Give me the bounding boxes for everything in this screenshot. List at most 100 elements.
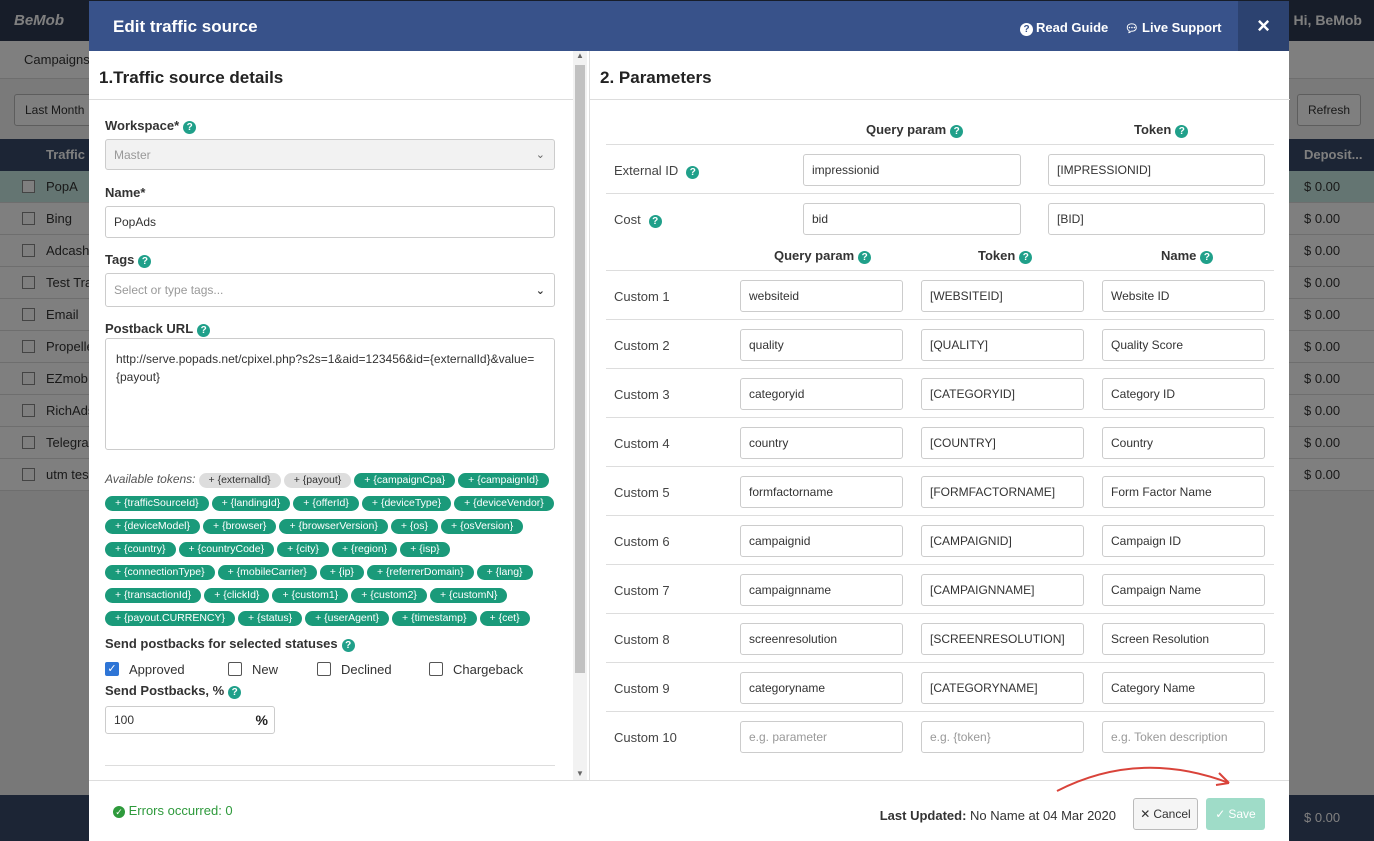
help-icon[interactable]: ? [1200, 251, 1214, 264]
left-scrollbar[interactable]: ▲ ▼ [573, 51, 587, 780]
token-chip[interactable]: + {customN} [429, 588, 508, 603]
token-chip[interactable]: + {deviceVendor} [454, 496, 554, 511]
postback-url-textarea[interactable]: http://serve.popads.net/cpixel.php?s2s=1… [105, 338, 555, 450]
name-input[interactable]: Campaign ID [1102, 525, 1265, 557]
statuses-label: Send postbacks for selected statuses? [105, 636, 355, 652]
token-input[interactable]: [CATEGORYNAME] [921, 672, 1084, 704]
token-input[interactable]: [CAMPAIGNID] [921, 525, 1084, 557]
help-icon[interactable]: ? [1175, 125, 1189, 138]
token-input[interactable]: [QUALITY] [921, 329, 1084, 361]
token-chip[interactable]: + {lang} [476, 565, 533, 580]
token-chip[interactable]: + {deviceModel} [105, 519, 201, 534]
token-chip[interactable]: + {landingId} [211, 496, 291, 511]
token-chip[interactable]: + {campaignCpa} [354, 473, 456, 488]
checkbox-icon[interactable] [228, 662, 242, 676]
token-chip[interactable]: + {clickId} [204, 588, 270, 603]
help-icon[interactable]: ? [228, 686, 242, 699]
query-param-input[interactable]: country [740, 427, 903, 459]
name-input[interactable]: Category Name [1102, 672, 1265, 704]
token-chip[interactable]: + {custom1} [272, 588, 349, 603]
help-icon[interactable]: ? [341, 639, 355, 652]
token-chip[interactable]: + {externalId} [198, 473, 281, 488]
token-chip[interactable]: + {os} [390, 519, 439, 534]
token-chip[interactable]: + {userAgent} [305, 611, 390, 626]
checkbox-icon[interactable] [429, 662, 443, 676]
token-chip[interactable]: + {payout} [283, 473, 352, 488]
help-icon[interactable]: ? [686, 166, 700, 179]
name-input[interactable]: Website ID [1102, 280, 1265, 312]
scroll-thumb[interactable] [575, 65, 585, 673]
token-input[interactable]: [CAMPAIGNNAME] [921, 574, 1084, 606]
token-chip[interactable]: + {osVersion} [441, 519, 524, 534]
query-param-input[interactable]: websiteid [740, 280, 903, 312]
tags-select[interactable]: Select or type tags... ⌄ [105, 273, 555, 307]
cancel-button[interactable]: ✕ Cancel [1133, 798, 1198, 830]
token-input[interactable]: [WEBSITEID] [921, 280, 1084, 312]
query-param-input[interactable]: impressionid [803, 154, 1021, 186]
query-param-input[interactable]: e.g. parameter [740, 721, 903, 753]
help-icon[interactable]: ? [1019, 251, 1033, 264]
close-icon[interactable]: × [1238, 1, 1289, 51]
token-input[interactable]: [COUNTRY] [921, 427, 1084, 459]
query-param-input[interactable]: campaignname [740, 574, 903, 606]
token-chip[interactable]: + {country} [105, 542, 176, 557]
token-chip[interactable]: + {city} [277, 542, 329, 557]
help-icon[interactable]: ? [858, 251, 872, 264]
token-chip[interactable]: + {ip} [319, 565, 364, 580]
query-param-input[interactable]: campaignid [740, 525, 903, 557]
token-chip[interactable]: + {timestamp} [392, 611, 477, 626]
name-input[interactable]: Screen Resolution [1102, 623, 1265, 655]
help-icon[interactable]: ? [197, 324, 211, 337]
name-input[interactable]: Campaign Name [1102, 574, 1265, 606]
token-chip[interactable]: + {transactionId} [105, 588, 202, 603]
token-input[interactable]: [IMPRESSIONID] [1048, 154, 1265, 186]
read-guide-link[interactable]: ? Read Guide [1020, 20, 1108, 36]
token-chip[interactable]: + {mobileCarrier} [217, 565, 317, 580]
scroll-down-icon[interactable]: ▼ [576, 769, 584, 778]
save-button[interactable]: ✓ Save [1206, 798, 1265, 830]
help-icon[interactable]: ? [950, 125, 964, 138]
name-input[interactable]: Form Factor Name [1102, 476, 1265, 508]
query-param-input[interactable]: formfactorname [740, 476, 903, 508]
token-input[interactable]: [BID] [1048, 203, 1265, 235]
token-chip[interactable]: + {deviceType} [361, 496, 452, 511]
token-input[interactable]: [CATEGORYID] [921, 378, 1084, 410]
token-chip[interactable]: + {isp} [400, 542, 450, 557]
query-param-input[interactable]: categoryid [740, 378, 903, 410]
token-chip[interactable]: + {browser} [203, 519, 277, 534]
token-chip[interactable]: + {trafficSourceId} [105, 496, 209, 511]
last-updated: Last Updated: No Name at 04 Mar 2020 [879, 808, 1116, 823]
name-input[interactable]: Country [1102, 427, 1265, 459]
token-chip[interactable]: + {payout.CURRENCY} [105, 611, 236, 626]
help-icon[interactable]: ? [183, 121, 197, 134]
query-param-input[interactable]: categoryname [740, 672, 903, 704]
token-chip[interactable]: + {status} [238, 611, 303, 626]
checkbox-icon[interactable]: ✓ [105, 662, 119, 676]
checkbox-icon[interactable] [317, 662, 331, 676]
query-param-input[interactable]: screenresolution [740, 623, 903, 655]
live-support-link[interactable]: 💬︎ Live Support [1125, 20, 1222, 35]
token-chip[interactable]: + {custom2} [351, 588, 427, 603]
token-chip[interactable]: + {region} [331, 542, 398, 557]
token-chip[interactable]: + {cet} [479, 611, 530, 626]
token-input[interactable]: [SCREENRESOLUTION] [921, 623, 1084, 655]
token-input[interactable]: [FORMFACTORNAME] [921, 476, 1084, 508]
help-icon[interactable]: ? [138, 255, 152, 268]
token-chip[interactable]: + {offerId} [293, 496, 359, 511]
scroll-up-icon[interactable]: ▲ [576, 51, 584, 60]
name-input[interactable]: e.g. Token description [1102, 721, 1265, 753]
name-input[interactable]: Quality Score [1102, 329, 1265, 361]
query-param-input[interactable]: quality [740, 329, 903, 361]
token-chip[interactable]: + {browserVersion} [279, 519, 388, 534]
token-chip[interactable]: + {campaignId} [458, 473, 549, 488]
token-input[interactable]: e.g. {token} [921, 721, 1084, 753]
name-input[interactable]: PopAds [105, 206, 555, 238]
token-chip[interactable]: + {countryCode} [178, 542, 275, 557]
workspace-label: Workspace*? [105, 118, 197, 134]
percent-input[interactable]: 100% [105, 706, 275, 734]
name-input[interactable]: Category ID [1102, 378, 1265, 410]
help-icon[interactable]: ? [648, 215, 662, 228]
token-chip[interactable]: + {connectionType} [105, 565, 215, 580]
query-param-input[interactable]: bid [803, 203, 1021, 235]
token-chip[interactable]: + {referrerDomain} [366, 565, 474, 580]
